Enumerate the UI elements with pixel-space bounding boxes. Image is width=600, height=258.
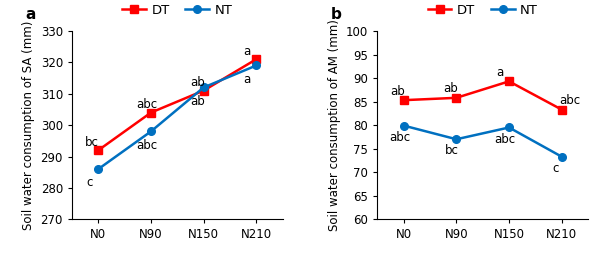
Text: abc: abc — [136, 139, 157, 152]
DT — [558, 108, 565, 111]
Text: abc: abc — [136, 98, 157, 111]
Text: abc: abc — [559, 94, 580, 107]
NT — [200, 86, 207, 89]
DT — [95, 149, 102, 152]
Text: ab: ab — [391, 85, 406, 98]
Text: a: a — [496, 66, 503, 79]
Text: a: a — [243, 73, 250, 86]
DT — [453, 96, 460, 99]
Text: ab: ab — [443, 82, 458, 95]
DT — [148, 111, 155, 114]
Text: a: a — [26, 6, 36, 22]
NT — [558, 155, 565, 158]
DT — [505, 80, 512, 83]
Line: NT: NT — [95, 62, 260, 173]
Text: abc: abc — [494, 133, 515, 146]
NT — [95, 167, 102, 171]
DT — [400, 99, 407, 102]
Y-axis label: Soil water consumption of AM (mm): Soil water consumption of AM (mm) — [328, 19, 341, 231]
Legend: DT, NT: DT, NT — [428, 4, 538, 17]
Text: b: b — [331, 6, 342, 22]
Line: NT: NT — [400, 122, 565, 160]
Text: ab: ab — [190, 95, 205, 108]
Line: DT: DT — [95, 55, 260, 154]
Text: abc: abc — [389, 131, 410, 144]
NT — [253, 64, 260, 67]
NT — [505, 126, 512, 129]
DT — [200, 89, 207, 92]
NT — [148, 130, 155, 133]
Legend: DT, NT: DT, NT — [122, 4, 232, 17]
Line: DT: DT — [400, 77, 565, 114]
Text: bc: bc — [85, 135, 99, 149]
Y-axis label: Soil water consumption of SA (mm): Soil water consumption of SA (mm) — [22, 20, 35, 230]
Text: ab: ab — [190, 76, 205, 89]
NT — [400, 124, 407, 127]
Text: a: a — [243, 44, 250, 58]
Text: bc: bc — [445, 144, 458, 157]
Text: c: c — [552, 162, 559, 175]
NT — [453, 138, 460, 141]
Text: c: c — [87, 176, 93, 189]
DT — [253, 58, 260, 61]
